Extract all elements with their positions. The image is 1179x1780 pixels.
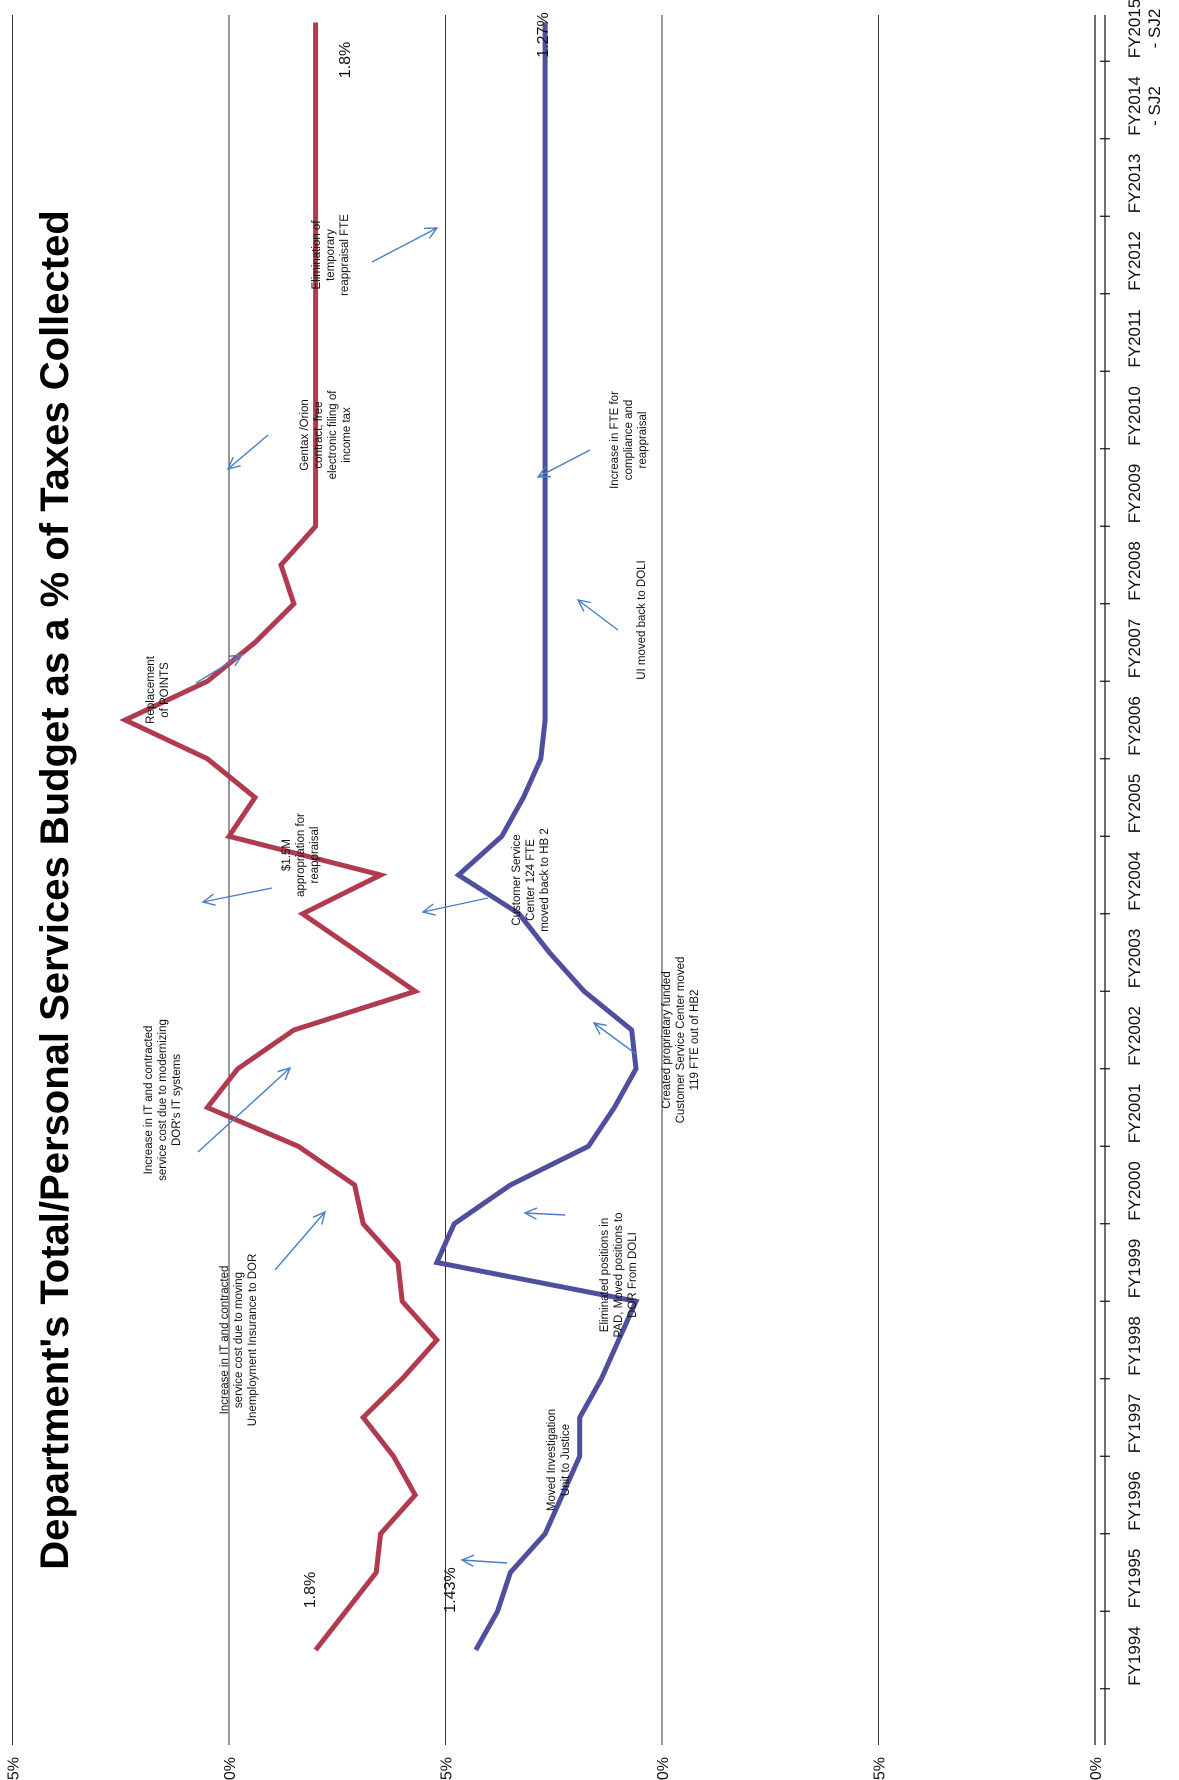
- annotation-arrowhead: [423, 227, 439, 239]
- x-tick-label: FY1999: [1125, 1239, 1144, 1299]
- annotation: Gentax /Orion contract, free electronic fi…: [299, 390, 353, 480]
- y-tick-label: 1.0%: [655, 1757, 672, 1780]
- x-tick-label: FY2001: [1125, 1084, 1144, 1144]
- annotation: Replacement of POINTS: [145, 655, 171, 724]
- annotation-arrowhead: [421, 903, 436, 916]
- y-tick-label: 2.5%: [6, 1757, 23, 1780]
- x-tick-label: FY2010: [1125, 386, 1144, 446]
- annotation: Eliminated positions in PAD, Moved positi…: [599, 1212, 639, 1337]
- annotation-arrow: [461, 1559, 508, 1564]
- annotation-arrowhead: [228, 654, 244, 667]
- x-tick-label: FY2011: [1125, 309, 1144, 367]
- annotation-arrow: [274, 1211, 326, 1271]
- series-line-2: [433, 22, 640, 1652]
- x-tick-label: FY1997: [1125, 1394, 1144, 1454]
- annotation-arrow: [524, 1212, 566, 1216]
- x-tick-label: FY1995: [1125, 1549, 1144, 1609]
- annotation-arrowhead: [592, 1022, 607, 1035]
- annotation-arrow: [577, 599, 619, 631]
- annotation-arrowhead: [576, 599, 591, 612]
- x-tick-label: FY2002: [1125, 1006, 1144, 1066]
- x-tick-label: FY2009: [1125, 464, 1144, 524]
- annotation-arrowhead: [536, 466, 552, 478]
- annotation: Created proprietary funded Customer Servi…: [661, 957, 701, 1124]
- annotation-arrow: [202, 887, 273, 903]
- x-tick-label: FY2005: [1125, 774, 1144, 834]
- annotation-arrows: [195, 227, 637, 1568]
- annotation: Increase in FTE for compliance and reappra…: [609, 391, 649, 489]
- x-tick-label: FY2003: [1125, 929, 1144, 989]
- y-tick-label: 2.0%: [222, 1757, 239, 1780]
- gridlines: [12, 15, 879, 1745]
- annotation-arrow: [593, 1022, 637, 1055]
- y-tick-label: 1.5%: [439, 1757, 456, 1780]
- annotation-arrow: [422, 897, 489, 913]
- data-label: 1.8%: [302, 1572, 319, 1608]
- x-tick-label: FY2006: [1125, 696, 1144, 756]
- series-line-1: [119, 22, 441, 1652]
- annotation: UI moved back to DOLI: [636, 560, 648, 680]
- annotation: $1.5M appropriation for reappraisal: [281, 813, 321, 897]
- x-tick-label: FY2015- SJ2: [1125, 0, 1164, 58]
- annotation-arrowhead: [277, 1066, 292, 1081]
- data-label: 1.27%: [535, 12, 552, 57]
- annotation-arrowhead: [312, 1210, 327, 1225]
- annotation-arrowhead: [226, 456, 241, 471]
- x-tick-label: FY2004: [1125, 851, 1144, 911]
- y-tick-label: 0.5%: [872, 1757, 889, 1780]
- annotation-arrowhead: [523, 1207, 538, 1220]
- annotation-arrow: [195, 654, 243, 684]
- x-tick-label: FY2014- SJ2: [1125, 76, 1164, 136]
- annotation-arrowhead: [201, 893, 216, 906]
- x-tick-label: FY1998: [1125, 1316, 1144, 1376]
- x-tick-label: FY1996: [1125, 1471, 1144, 1531]
- x-tick-label: FY2013: [1125, 154, 1144, 214]
- annotation: Moved Investigation Unit to Justice: [546, 1409, 572, 1511]
- annotation: Customer Service Center 124 FTE moved back…: [511, 828, 551, 932]
- annotation-arrow: [537, 449, 591, 478]
- annotation: Increase in IT and contracted service cos…: [143, 1019, 183, 1181]
- x-tick-label: FY1994: [1125, 1626, 1144, 1686]
- y-tick-label: 0.0%: [1088, 1757, 1105, 1780]
- annotation-arrow: [227, 434, 269, 470]
- annotation-arrow: [371, 227, 438, 263]
- axes: [1094, 15, 1110, 1745]
- x-tick-label: FY2012: [1125, 231, 1144, 291]
- annotation: Increase in IT and contracted service cos…: [219, 1254, 259, 1427]
- chart-title: Department's Total/Personal Services Bud…: [33, 210, 77, 1570]
- x-tick-label: FY2008: [1125, 541, 1144, 601]
- annotation: Elimination of temporary reappraisal FTE: [311, 214, 351, 296]
- x-tick-label: FY2000: [1125, 1161, 1144, 1221]
- series-lines: [119, 22, 640, 1652]
- data-label: 1.8%: [337, 42, 354, 78]
- labels: Department's Total/Personal Services Bud…: [6, 0, 1165, 1780]
- annotation-arrow: [197, 1067, 291, 1153]
- x-tick-label: FY2007: [1125, 619, 1144, 679]
- annotation-arrowhead: [460, 1554, 475, 1568]
- data-label: 1.43%: [442, 1567, 459, 1612]
